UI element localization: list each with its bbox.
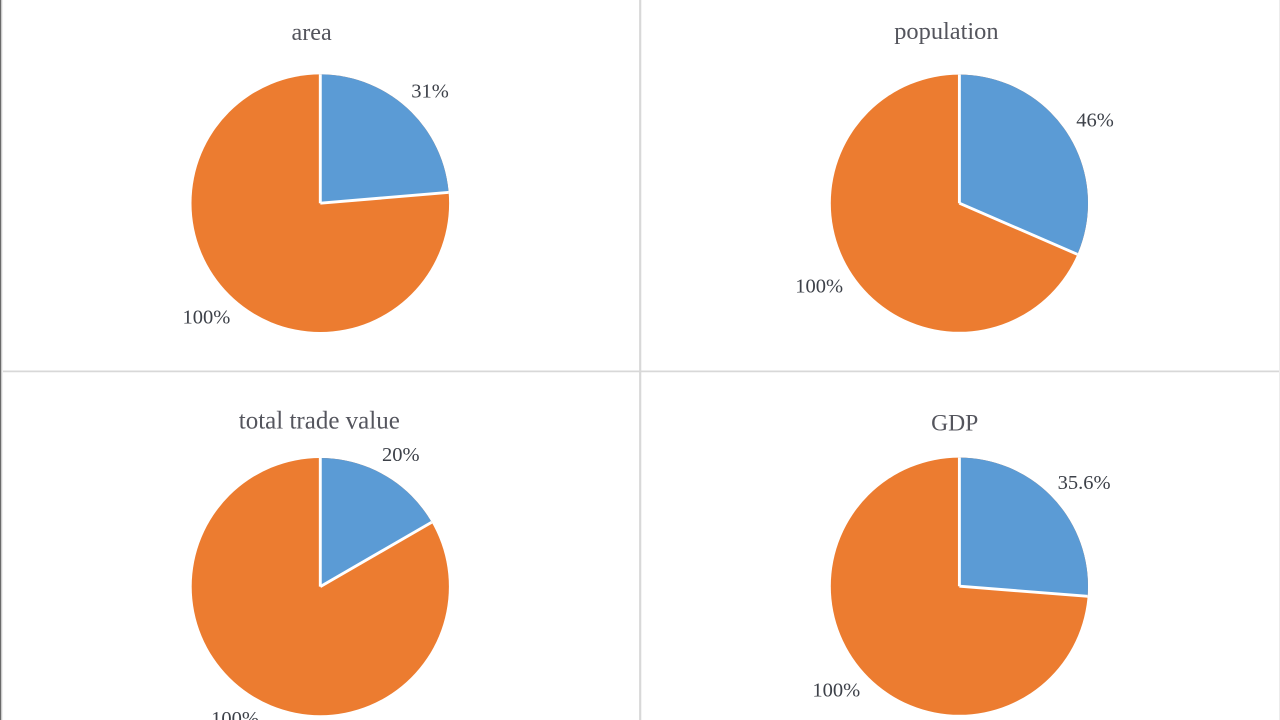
svg-text:100%: 100% [795,275,843,297]
svg-text:100%: 100% [182,306,230,328]
svg-text:20%: 20% [382,444,420,466]
svg-text:total trade value: total trade value [239,408,400,435]
svg-text:GDP: GDP [931,410,978,436]
svg-text:31%: 31% [411,80,449,102]
svg-text:100%: 100% [812,679,860,701]
svg-text:35.6%: 35.6% [1058,472,1111,494]
svg-text:area: area [291,19,332,46]
svg-text:population: population [894,18,998,45]
svg-text:46%: 46% [1076,110,1114,132]
svg-text:100%: 100% [211,708,259,720]
